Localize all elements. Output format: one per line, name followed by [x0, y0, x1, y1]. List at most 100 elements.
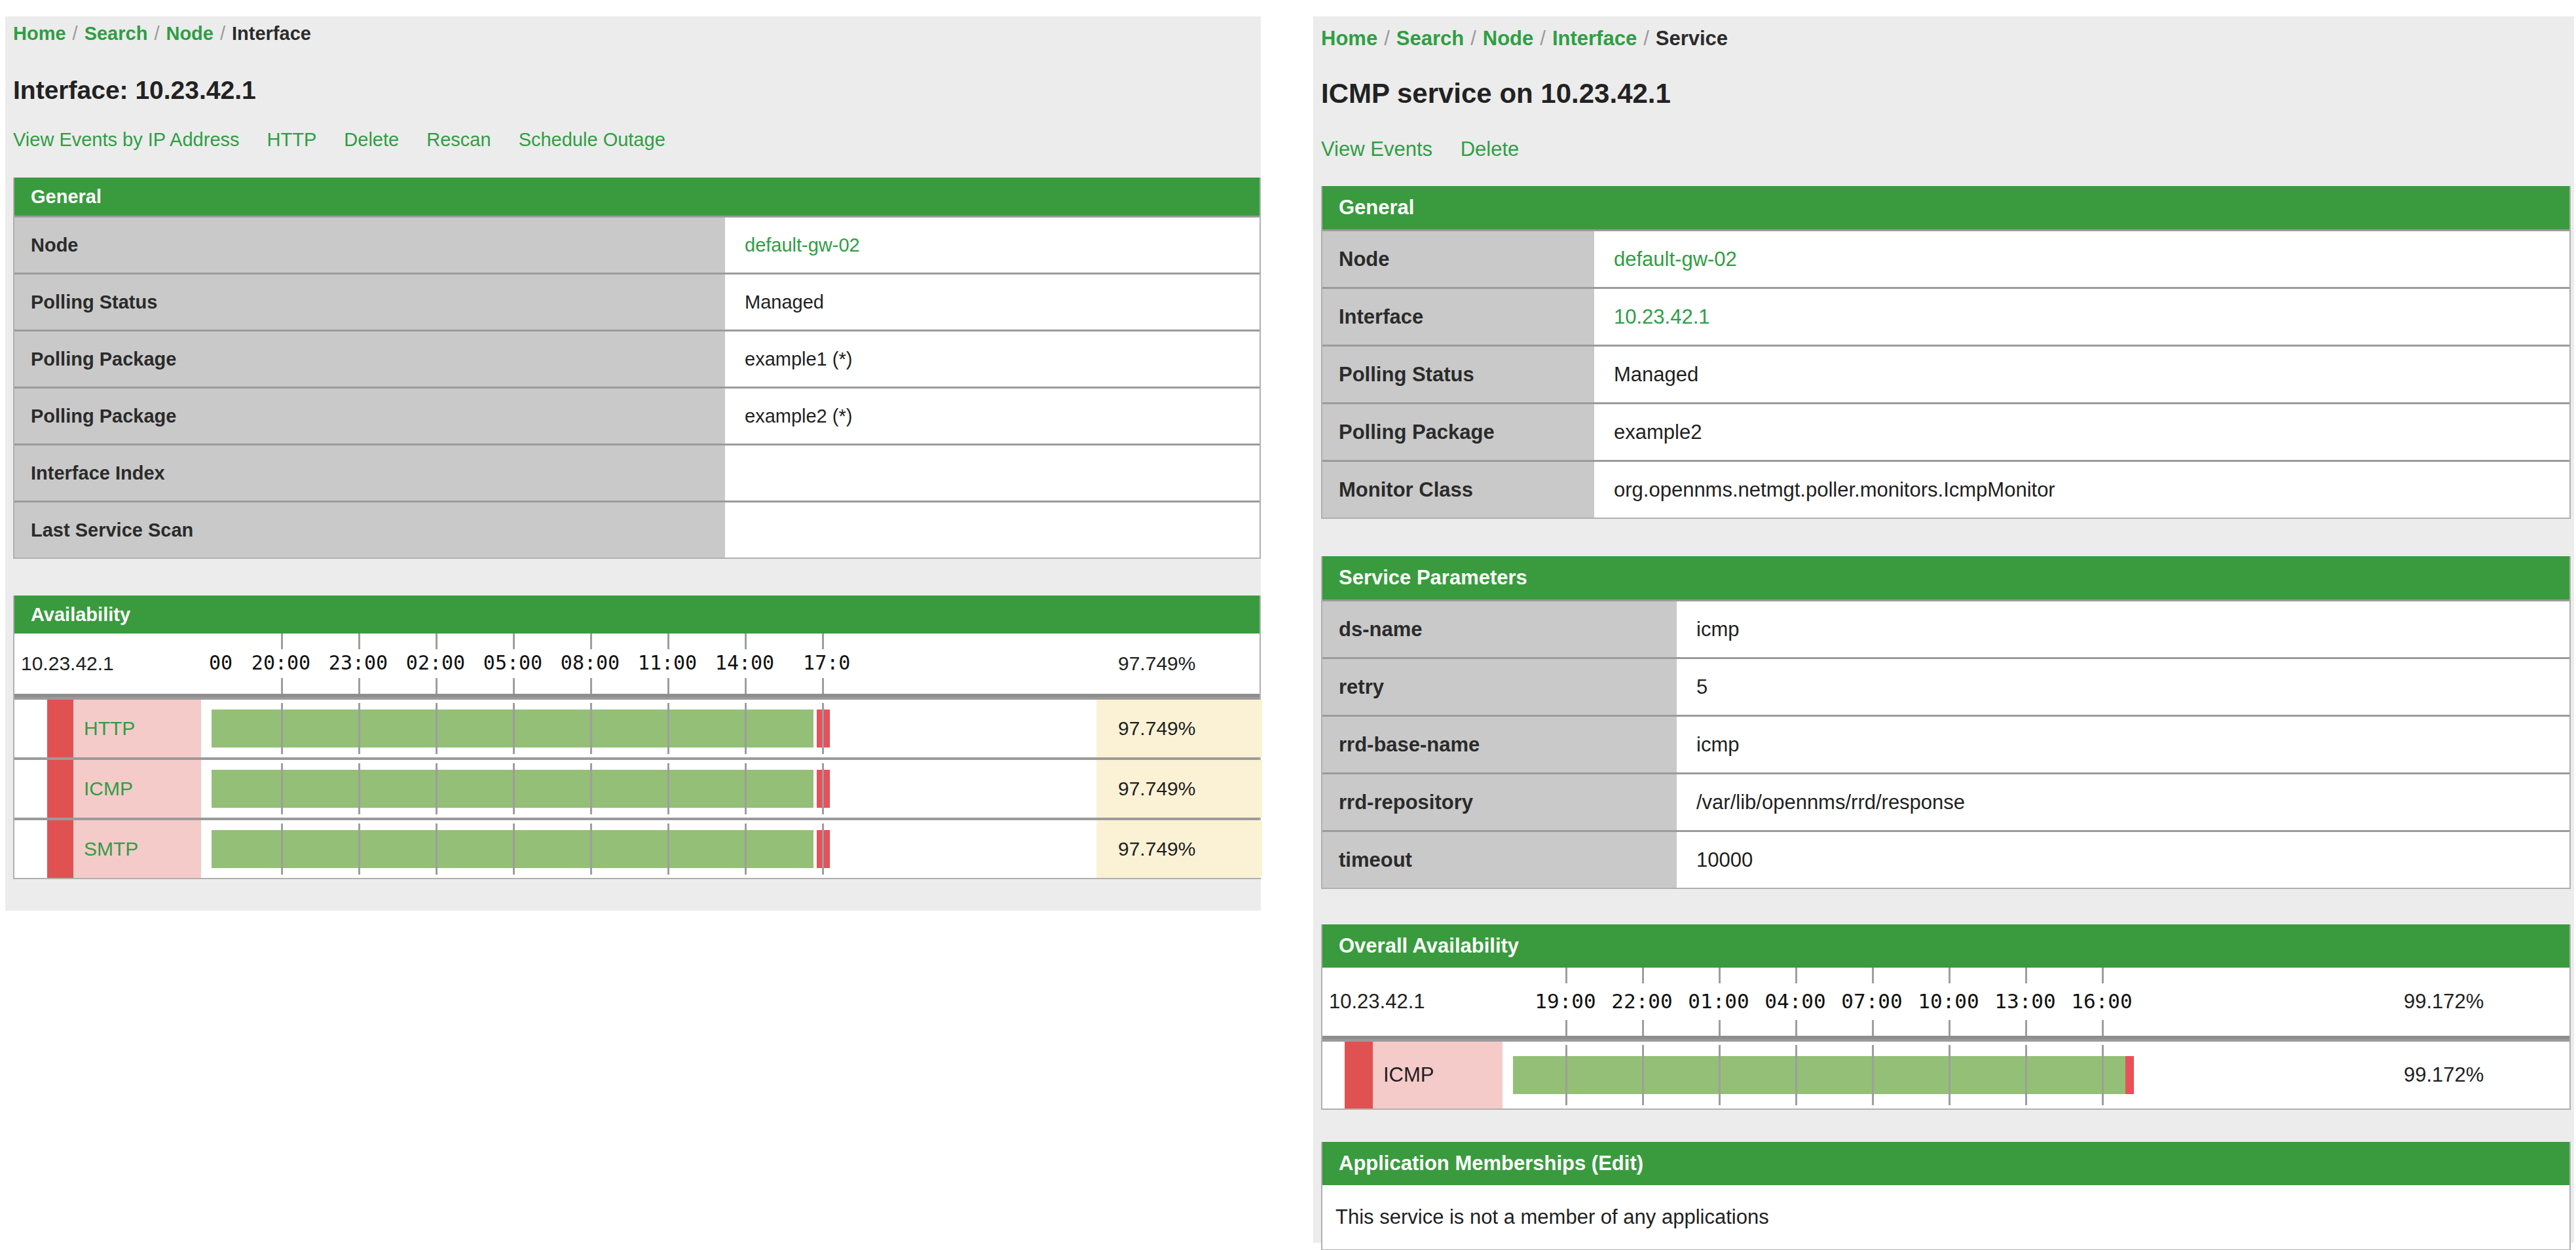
service-row: HTTP 97.749% [14, 697, 1260, 757]
field-label: Monitor Class [1322, 462, 1597, 518]
action-links: View Events Delete [1321, 138, 2574, 161]
axis-tick-label: 19:00 [1535, 989, 1596, 1013]
field-label: Interface [1322, 289, 1597, 345]
node-link[interactable]: default-gw-02 [1614, 248, 1737, 271]
table-header: Service Parameters [1322, 556, 2569, 599]
field-value: icmp [1680, 717, 2569, 772]
schedule-outage-link[interactable]: Schedule Outage [519, 129, 665, 150]
page-title: ICMP service on 10.23.42.1 [1321, 78, 2574, 109]
field-label: Interface Index [14, 445, 728, 501]
interface-page: Home/Search/Node/Interface Interface: 10… [5, 16, 1261, 911]
table-row: Polling Package example2 [1322, 402, 2569, 460]
breadcrumb-item-search[interactable]: Search [1396, 27, 1464, 50]
axis-tick-label: 20:00 [252, 651, 310, 674]
general-table: General Node default-gw-02 Interface 10.… [1321, 186, 2571, 519]
bar-outage-segment [817, 830, 830, 868]
field-label: ds-name [1322, 601, 1680, 657]
field-label: Polling Status [14, 275, 728, 330]
table-row: retry 5 [1322, 657, 2569, 715]
field-value: example2 [1597, 404, 2569, 460]
field-value: Managed [1597, 347, 2569, 402]
http-link[interactable]: HTTP [267, 129, 317, 150]
axis-tick-label: 14:00 [715, 651, 774, 674]
ip-address-label: 10.23.42.1 [14, 634, 201, 694]
availability-bar [1503, 1042, 2380, 1108]
table-header: Application Memberships (Edit) [1322, 1142, 2569, 1185]
service-link-icmp[interactable]: ICMP [84, 778, 133, 800]
table-row: Polling Package example2 (*) [14, 387, 1260, 444]
breadcrumb-item-node[interactable]: Node [1483, 27, 1534, 50]
bar-uptime-segment [212, 770, 813, 808]
breadcrumb-item-interface: Interface [232, 23, 311, 44]
time-axis: 00 20:00 23:00 02:00 05:00 08:00 11:00 1… [201, 634, 1096, 694]
service-percent: 97.749% [1096, 820, 1262, 878]
empty-membership-message: This service is not a member of any appl… [1322, 1185, 2569, 1249]
table-row: Node default-gw-02 [14, 216, 1260, 273]
breadcrumb-separator: / [1533, 27, 1552, 50]
table-row: timeout 10000 [1322, 830, 2569, 888]
availability-percent: 99.172% [2380, 968, 2569, 1036]
availability-percent: 97.749% [1096, 634, 1262, 694]
breadcrumb-item-interface[interactable]: Interface [1552, 27, 1637, 50]
breadcrumb-item-node[interactable]: Node [166, 23, 214, 44]
breadcrumb-item-service: Service [1656, 27, 1728, 50]
axis-tick-label: 04:00 [1764, 989, 1825, 1013]
availability-axis-row: 10.23.42.1 19:00 22:00 01:00 04:00 07:00… [1322, 968, 2569, 1036]
breadcrumb-separator: / [214, 23, 232, 44]
table-row: Polling Status Managed [14, 273, 1260, 330]
axis-tick-label: 11:00 [638, 651, 697, 674]
axis-ticks-bottom [1565, 1020, 1567, 1036]
outage-indicator [1345, 1042, 1373, 1108]
delete-link[interactable]: Delete [344, 129, 399, 150]
table-row: Node default-gw-02 [1322, 229, 2569, 287]
ip-address-label: 10.23.42.1 [1322, 968, 1503, 1036]
service-link-smtp[interactable]: SMTP [84, 838, 138, 860]
table-row: Monitor Class org.opennms.netmgt.poller.… [1322, 460, 2569, 518]
breadcrumb-item-home[interactable]: Home [13, 23, 66, 44]
field-label: timeout [1322, 832, 1680, 888]
service-link-http[interactable]: HTTP [84, 717, 135, 740]
axis-tick-label: 22:00 [1611, 989, 1672, 1013]
field-label: rrd-repository [1322, 774, 1680, 830]
rescan-link[interactable]: Rescan [426, 129, 491, 150]
axis-tick-label: 01:00 [1688, 989, 1749, 1013]
breadcrumb-item-search[interactable]: Search [84, 23, 148, 44]
table-row: rrd-repository /var/lib/opennms/rrd/resp… [1322, 772, 2569, 830]
spacer-cell [1322, 1042, 1345, 1108]
table-row: rrd-base-name icmp [1322, 715, 2569, 772]
availability-bar [201, 760, 1096, 818]
table-row: ds-name icmp [1322, 599, 2569, 657]
interface-link[interactable]: 10.23.42.1 [1614, 305, 1710, 329]
delete-link[interactable]: Delete [1461, 138, 1520, 161]
node-link[interactable]: default-gw-02 [745, 235, 860, 256]
view-events-link[interactable]: View Events [1321, 138, 1432, 161]
edit-applications-link[interactable]: (Edit) [1592, 1152, 1643, 1175]
bar-uptime-segment [1513, 1056, 2125, 1094]
service-row: ICMP 99.172% [1322, 1039, 2569, 1108]
availability-bar [201, 700, 1096, 757]
table-header: General [1322, 186, 2569, 229]
time-axis: 19:00 22:00 01:00 04:00 07:00 10:00 13:0… [1503, 968, 2380, 1036]
service-name-label: ICMP [1373, 1042, 1503, 1108]
view-events-by-ip-link[interactable]: View Events by IP Address [13, 129, 240, 150]
outage-indicator [47, 700, 73, 757]
field-value [728, 502, 1260, 558]
field-label: Node [1322, 231, 1597, 287]
outage-indicator [47, 760, 73, 818]
table-row: Polling Status Managed [1322, 345, 2569, 402]
application-memberships-table: Application Memberships (Edit) This serv… [1321, 1142, 2571, 1250]
field-value: /var/lib/opennms/rrd/response [1680, 774, 2569, 830]
field-label: Polling Status [1322, 347, 1597, 402]
field-label: rrd-base-name [1322, 717, 1680, 772]
field-value: example1 (*) [728, 331, 1260, 387]
grid-ticks [281, 824, 283, 875]
axis-ticks-bottom [281, 678, 283, 694]
spacer-cell [14, 760, 47, 818]
breadcrumb-separator: / [1464, 27, 1483, 50]
availability-header: Availability [14, 596, 1260, 634]
applications-title: Application Memberships [1339, 1152, 1586, 1175]
bar-outage-segment [817, 770, 830, 808]
service-percent: 97.749% [1096, 700, 1262, 757]
breadcrumb-separator: / [1637, 27, 1656, 50]
breadcrumb-item-home[interactable]: Home [1321, 27, 1377, 50]
